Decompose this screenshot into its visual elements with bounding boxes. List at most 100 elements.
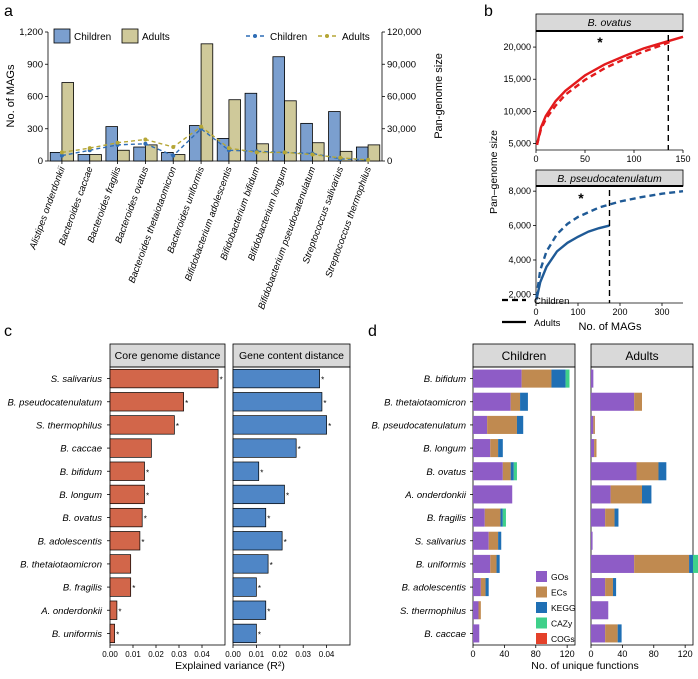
c-significance-star: * — [141, 538, 144, 547]
c-significance-star: * — [116, 630, 119, 639]
d-legend-swatch-gos — [536, 571, 547, 582]
c-bar — [232, 484, 285, 505]
c-significance-star: * — [185, 399, 188, 408]
d-y-tick-label: A. onderdonkii — [404, 490, 467, 501]
d-bar-segment-kegg — [510, 462, 514, 481]
b-significance-star: * — [597, 34, 603, 50]
d-bar-segment-gos — [473, 485, 513, 504]
c-x-tick-label: 0.01 — [249, 650, 265, 659]
c-bar — [232, 554, 269, 574]
d-bar-segment-ecs — [478, 601, 481, 620]
a-line-point — [171, 145, 176, 150]
a-y-axis-title: No. of MAGs — [5, 64, 17, 127]
b-curve-adults — [535, 224, 610, 300]
c-bar — [232, 392, 323, 412]
c-y-tick-label: B. caccae — [60, 444, 102, 455]
d-bar-segment-gos — [591, 624, 606, 643]
d-bar-segment-gos — [473, 439, 491, 458]
d-y-tick-label: B. longum — [423, 444, 466, 455]
d-bar-segment-ecs — [487, 415, 517, 434]
panel-label-d: d — [368, 323, 377, 340]
c-y-tick-label: B. pseudocatenulatum — [7, 397, 102, 408]
d-legend-swatch-ecs — [536, 586, 547, 598]
d-bar-segment-kegg — [689, 554, 693, 573]
c-significance-star: * — [132, 584, 135, 593]
c-x-tick-label: 0.04 — [194, 650, 210, 659]
b-y-axis-title: Pan–genome size — [488, 130, 500, 214]
a-y-right-axis-title: Pan-genome size — [433, 53, 445, 139]
d-bar-segment-kegg — [614, 508, 619, 527]
c-bar — [109, 600, 118, 620]
d-legend-label-cazy: CAZy — [551, 619, 573, 629]
d-bar-segment-ecs — [634, 392, 642, 411]
b-facet-title: B. ovatus — [588, 17, 633, 29]
c-bar — [232, 461, 260, 481]
d-bar-segment-kegg — [617, 624, 622, 643]
d-bar-segment-kegg — [516, 415, 524, 434]
d-legend-label-gos: GOs — [551, 572, 568, 582]
d-bar-segment-kegg — [520, 392, 528, 411]
a-line-point — [59, 150, 64, 155]
c-x-tick-label: 0.00 — [102, 650, 118, 659]
d-y-tick-label: B. uniformis — [416, 559, 466, 570]
d-bar-segment-kegg — [642, 485, 652, 504]
d-bar-segment-gos — [591, 531, 593, 550]
c-y-tick-label: A. onderdonkii — [40, 606, 103, 617]
d-bar-segment-gos — [591, 601, 609, 620]
a-y-right-tick-label: 60,000 — [387, 92, 416, 103]
panel-label-a: a — [4, 3, 13, 20]
d-y-tick-label: S. salivarius — [415, 536, 466, 547]
a-legend-line-label-children: Children — [270, 32, 307, 43]
c-bar — [109, 484, 145, 505]
d-bar-segment-ecs — [521, 369, 552, 388]
d-x-tick-label: 120 — [560, 649, 575, 659]
a-line-point — [366, 157, 371, 162]
c-facet-title: Gene content distance — [239, 350, 344, 362]
d-legend-swatch-cazy — [536, 617, 547, 629]
c-bar — [232, 507, 267, 528]
a-legend-label-adults: Adults — [142, 32, 170, 43]
c-significance-star: * — [258, 630, 261, 639]
c-x-tick-label: 0.03 — [295, 650, 311, 659]
a-line-adults — [61, 125, 369, 161]
a-bar-adults — [172, 154, 186, 162]
a-line-point — [199, 124, 204, 129]
a-line-point — [338, 155, 343, 160]
d-bar-segment-gos — [591, 508, 606, 527]
b-facet-title: B. pseudocatenulatum — [557, 173, 662, 185]
a-bar-children — [328, 111, 341, 162]
b-y-tick-label: 10,000 — [503, 106, 531, 116]
d-bar-segment-gos — [591, 485, 611, 504]
d-x-tick-label: 40 — [499, 649, 509, 659]
a-legend-line-label-adults: Adults — [342, 32, 370, 43]
b-x-tick-label: 0 — [533, 307, 538, 317]
c-bar — [232, 577, 257, 597]
d-panel-frame — [590, 366, 694, 646]
c-x-tick-label: 0.01 — [125, 650, 141, 659]
a-bar-children — [49, 151, 63, 162]
a-bar-adults — [145, 144, 158, 162]
b-x-tick-label: 300 — [654, 307, 669, 317]
d-x-tick-label: 40 — [617, 649, 627, 659]
d-bar-segment-gos — [591, 554, 635, 573]
c-significance-star: * — [267, 607, 270, 616]
d-bar-segment-gos — [473, 554, 491, 573]
c-bar — [109, 392, 184, 412]
a-bar-children — [272, 56, 285, 162]
d-panel-frame — [472, 366, 576, 646]
a-line-children — [61, 127, 369, 161]
b-y-tick-label: 2,000 — [508, 289, 531, 299]
d-bar-segment-gos — [591, 578, 606, 597]
d-bar-segment-ecs — [510, 392, 521, 411]
d-bar-segment-kegg — [496, 554, 500, 573]
d-bar-segment-gos — [591, 369, 594, 388]
d-x-axis-title: No. of unique functions — [531, 660, 638, 672]
b-x-tick-label: 100 — [570, 307, 585, 317]
a-line-point — [59, 153, 64, 158]
a-y-tick-label: 0 — [38, 156, 43, 167]
c-significance-star: * — [176, 422, 179, 431]
d-bar-segment-cazy — [513, 462, 517, 481]
d-bar-segment-cazy — [565, 369, 570, 388]
a-legend-label-children: Children — [74, 32, 111, 43]
a-legend-point-children — [253, 34, 257, 38]
